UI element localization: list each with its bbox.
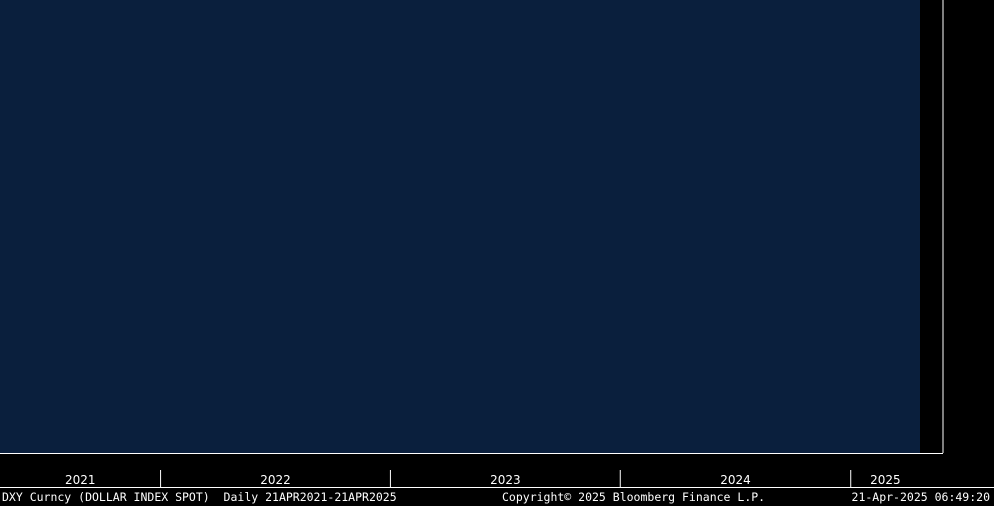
axes (0, 0, 994, 488)
plot-area (0, 0, 920, 453)
axis-labels: 90951001051101152021202220232024202598.2… (65, 473, 901, 487)
footer-copyright: Copyright© 2025 Bloomberg Finance L.P. (502, 490, 766, 504)
series-area-fill (0, 0, 920, 453)
footer-timestamp: 21-Apr-2025 06:49:20 (851, 490, 990, 504)
x-tick-label: 2024 (720, 473, 751, 487)
x-tick-label: 2021 (65, 473, 96, 487)
x-tick-label: 2025 (870, 473, 901, 487)
x-tick-label: 2023 (490, 473, 521, 487)
x-tick-label: 2022 (260, 473, 291, 487)
footer-security-description: DXY Curncy (DOLLAR INDEX SPOT) Daily 21A… (2, 490, 397, 504)
